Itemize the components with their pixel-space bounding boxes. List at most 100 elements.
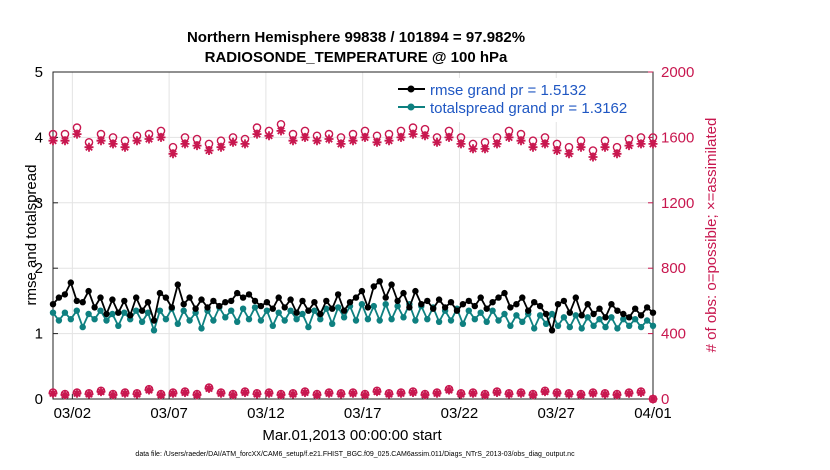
data-point-rmse	[204, 304, 211, 311]
data-point-totalspread	[554, 322, 562, 329]
data-point-totalspread	[596, 316, 603, 323]
data-point-rmse	[245, 291, 253, 298]
data-point-totalspread	[531, 325, 538, 332]
data-point-rmse	[73, 297, 81, 305]
obs-low-assimilated-marker	[384, 389, 394, 399]
data-point-rmse	[287, 296, 294, 303]
data-point-totalspread	[542, 320, 550, 327]
obs-low-assimilated-marker	[456, 389, 466, 399]
data-point-totalspread	[55, 317, 63, 324]
data-point-rmse	[55, 294, 63, 301]
data-point-rmse	[435, 296, 443, 303]
obs-assimilated-marker	[420, 131, 430, 141]
obs-low-assimilated-marker	[480, 390, 490, 400]
data-point-totalspread	[435, 318, 443, 325]
obs-low-assimilated-marker	[120, 388, 130, 398]
data-point-rmse	[103, 310, 110, 318]
data-point-totalspread	[251, 304, 259, 311]
data-point-totalspread	[245, 316, 253, 323]
obs-assimilated-marker	[528, 142, 538, 152]
obs-assimilated-marker	[552, 146, 562, 155]
data-point-totalspread	[471, 316, 478, 323]
data-point-rmse	[311, 299, 318, 306]
data-point-totalspread	[465, 307, 472, 314]
data-point-rmse	[418, 301, 425, 308]
obs-low-assimilated-marker	[360, 390, 370, 400]
data-point-totalspread	[91, 316, 98, 323]
data-point-totalspread	[138, 318, 146, 325]
y-tick-label: 5	[35, 64, 43, 81]
data-marks	[48, 120, 658, 404]
data-point-totalspread	[340, 314, 348, 321]
data-point-rmse	[257, 302, 265, 310]
data-point-totalspread	[222, 314, 229, 321]
data-point-rmse	[358, 287, 366, 295]
data-point-rmse	[216, 302, 223, 310]
data-point-rmse	[317, 310, 324, 318]
data-point-totalspread	[293, 316, 300, 323]
data-point-rmse	[275, 294, 282, 301]
legend-spread-label: totalspread grand pr = 1.3162	[430, 100, 627, 117]
data-point-rmse	[222, 299, 229, 306]
obs-assimilated-marker	[48, 136, 58, 146]
obs-assimilated-marker	[600, 142, 610, 152]
data-point-totalspread	[156, 307, 164, 314]
obs-assimilated-marker	[72, 129, 82, 139]
data-point-rmse	[459, 301, 467, 308]
obs-assimilated-marker	[396, 132, 406, 142]
obs-low-assimilated-marker	[312, 390, 322, 400]
data-point-totalspread	[394, 302, 401, 310]
data-point-rmse	[643, 304, 651, 311]
x-tick-label: 03/07	[150, 405, 188, 422]
data-point-totalspread	[536, 312, 544, 319]
data-point-totalspread	[79, 323, 86, 331]
data-point-totalspread	[210, 317, 217, 324]
obs-low-assimilated-marker	[576, 390, 586, 400]
obs-low-assimilated-marker	[348, 388, 358, 398]
obs-assimilated-marker	[204, 146, 214, 155]
data-point-totalspread	[519, 318, 526, 325]
y-axis-right: 0 400 800 1200 1600 2000	[648, 64, 694, 408]
series-line-rmse	[52, 279, 654, 334]
obs-assimilated-marker	[612, 149, 622, 159]
data-point-totalspread	[334, 304, 342, 311]
data-point-totalspread	[495, 317, 502, 324]
data-point-totalspread	[305, 323, 312, 331]
obs-low-assimilated-marker	[264, 388, 274, 398]
data-point-rmse	[441, 304, 449, 311]
data-point-rmse	[507, 304, 514, 311]
data-point-rmse	[174, 281, 181, 288]
data-point-totalspread	[49, 309, 57, 316]
data-point-rmse	[430, 305, 437, 312]
data-point-rmse	[554, 301, 562, 308]
obs-assimilated-marker	[144, 134, 154, 144]
data-point-totalspread	[388, 316, 395, 323]
x-tick-label: 03/22	[441, 405, 479, 422]
data-point-totalspread	[643, 317, 651, 324]
data-point-rmse	[210, 297, 217, 305]
data-point-rmse	[424, 297, 431, 305]
data-point-totalspread	[578, 325, 585, 332]
y2-tick-label: 800	[661, 260, 686, 277]
data-point-rmse	[572, 294, 579, 301]
obs-low-assimilated-marker	[624, 388, 634, 398]
obs-assimilated-marker	[468, 144, 478, 154]
data-point-totalspread	[548, 310, 556, 318]
data-point-rmse	[394, 297, 401, 305]
data-point-rmse	[61, 291, 69, 298]
data-point-rmse	[334, 291, 342, 298]
data-point-rmse	[340, 307, 348, 314]
obs-low-assimilated-marker	[192, 390, 202, 400]
obs-low-assimilated-marker	[408, 388, 418, 397]
data-point-rmse	[293, 309, 300, 316]
data-point-rmse	[192, 305, 199, 312]
data-point-rmse	[560, 297, 568, 305]
data-point-totalspread	[103, 317, 110, 324]
obs-low-assimilated-marker	[504, 389, 514, 399]
data-point-rmse	[590, 310, 597, 318]
data-point-totalspread	[115, 322, 122, 329]
data-point-rmse	[382, 294, 389, 301]
data-point-rmse	[542, 310, 550, 318]
obs-low-assimilated-marker	[396, 388, 406, 398]
